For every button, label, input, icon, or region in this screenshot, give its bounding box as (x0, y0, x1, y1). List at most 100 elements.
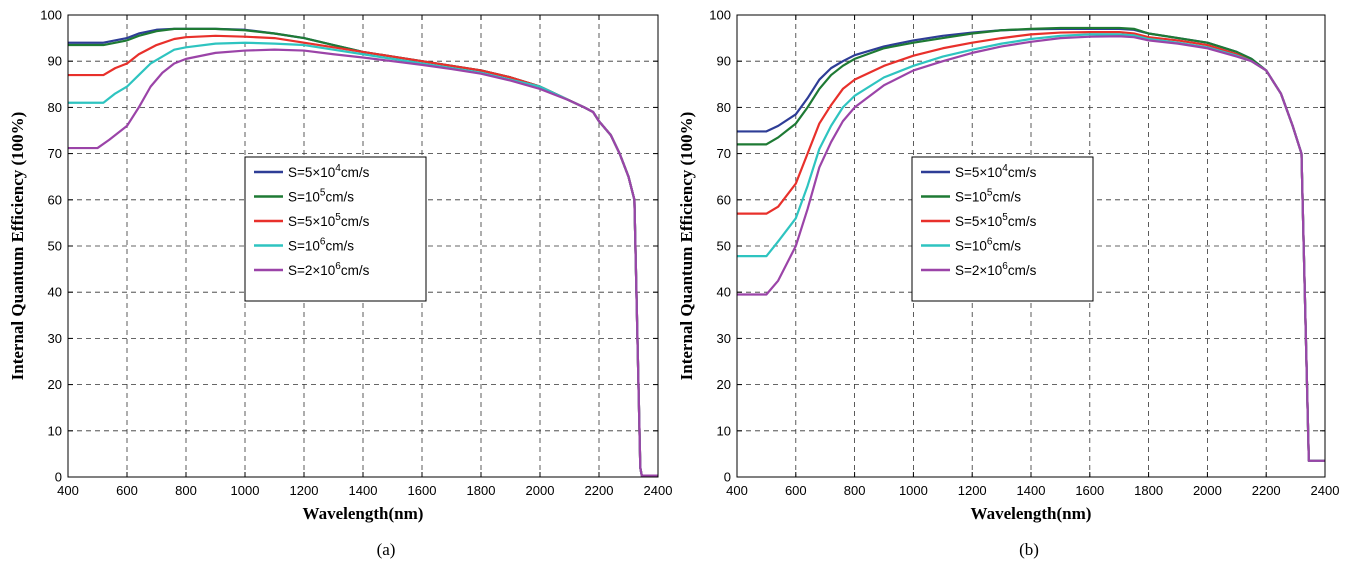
y-tick-label: 80 (48, 100, 62, 115)
y-tick-label: 0 (724, 470, 731, 485)
x-tick-label: 1200 (958, 483, 987, 498)
legend-label-suffix: cm/s (341, 214, 370, 229)
x-tick-label: 1000 (231, 483, 260, 498)
x-tick-label: 800 (844, 483, 866, 498)
legend-box (244, 156, 427, 302)
legend-label: S=2×106cm/s (288, 261, 370, 278)
legend-label-suffix: cm/s (325, 190, 354, 205)
legend-label: S=5×104cm/s (288, 163, 370, 180)
ticks: 400 600 800 1000 1200 1400 1600 1800 2000 2200 240… (709, 8, 1339, 499)
legend-label: S=2×106cm/s (955, 261, 1037, 278)
legend-item: S=106cm/s (921, 237, 1021, 254)
x-tick-label: 400 (57, 483, 79, 498)
x-tick-label: 1400 (349, 483, 378, 498)
y-tick-label: 60 (48, 192, 62, 207)
x-tick-label: 2200 (585, 483, 614, 498)
series-lines (737, 26, 1325, 462)
y-tick-label: 50 (48, 239, 62, 254)
y-tick-label: 90 (717, 54, 731, 69)
legend-item: S=105cm/s (921, 188, 1021, 205)
legend-label-suffix: cm/s (341, 263, 370, 278)
y-tick-label: 70 (717, 146, 731, 161)
legend-label-suffix: cm/s (325, 239, 354, 254)
legend-label-prefix: S=2×10 (955, 263, 1002, 278)
x-tick-label: 1800 (467, 483, 496, 498)
grid (68, 15, 658, 477)
legend-label-exponent: 5 (987, 188, 993, 199)
x-tick-label: 600 (785, 483, 807, 498)
legend-label: S=106cm/s (288, 237, 354, 254)
legend-label-prefix: S=10 (955, 190, 987, 205)
series-lines (68, 27, 658, 477)
legend-label-exponent: 6 (987, 237, 993, 248)
legend-label-prefix: S=5×10 (288, 214, 335, 229)
legend-item: S=5×104cm/s (254, 163, 370, 180)
legend-label: S=105cm/s (288, 188, 354, 205)
legend-label-exponent: 5 (320, 188, 326, 199)
legend-label-exponent: 6 (1002, 261, 1008, 272)
x-tick-label: 1200 (290, 483, 319, 498)
x-tick-label: 1800 (1134, 483, 1163, 498)
y-tick-label: 60 (717, 192, 731, 207)
grid (737, 15, 1325, 477)
x-tick-label: 1600 (408, 483, 437, 498)
legend-item: S=5×105cm/s (254, 212, 370, 229)
legend-label: S=5×105cm/s (955, 212, 1037, 229)
y-tick-label: 70 (48, 146, 62, 161)
y-tick-label: 50 (717, 239, 731, 254)
legend-label-prefix: S=2×10 (288, 263, 335, 278)
x-tick-label: 2200 (1252, 483, 1281, 498)
y-tick-label: 100 (40, 8, 62, 23)
legend-label-prefix: S=5×10 (955, 165, 1002, 180)
y-axis-label: Internal Quantum Efficiency (100%) (8, 112, 27, 381)
y-tick-label: 40 (717, 285, 731, 300)
y-tick-label: 30 (48, 331, 62, 346)
x-tick-label: 2400 (644, 483, 673, 498)
y-tick-label: 40 (48, 285, 62, 300)
series-line (68, 48, 658, 477)
legend-label-exponent: 4 (335, 163, 341, 174)
x-tick-label: 800 (175, 483, 197, 498)
panel-label: (a) (377, 540, 396, 559)
chart-panel-a: 400 600 800 1000 1200 1400 1600 1800 2000 2200 240… (8, 8, 672, 560)
y-tick-label: 0 (55, 470, 62, 485)
y-tick-label: 10 (717, 423, 731, 438)
x-tick-label: 400 (726, 483, 748, 498)
legend-label-prefix: S=10 (288, 239, 320, 254)
legend-label-suffix: cm/s (341, 165, 370, 180)
legend-item: S=2×106cm/s (921, 261, 1037, 278)
legend-box (911, 156, 1094, 302)
x-tick-label: 1600 (1075, 483, 1104, 498)
chart-panel-b: 400 600 800 1000 1200 1400 1600 1800 2000 2200 240… (677, 8, 1339, 560)
legend-label-suffix: cm/s (1008, 165, 1037, 180)
legend: S=5×104cm/sS=105cm/sS=5×105cm/sS=106cm/s… (244, 156, 427, 302)
y-tick-label: 90 (48, 54, 62, 69)
x-axis-label: Wavelength(nm) (303, 504, 424, 523)
legend-label-suffix: cm/s (1008, 214, 1037, 229)
y-tick-label: 10 (48, 423, 62, 438)
legend-label-suffix: cm/s (992, 239, 1021, 254)
x-tick-label: 1000 (899, 483, 928, 498)
x-tick-label: 600 (116, 483, 138, 498)
legend-label: S=105cm/s (955, 188, 1021, 205)
legend-label: S=5×105cm/s (288, 212, 370, 229)
legend-label-prefix: S=5×10 (955, 214, 1002, 229)
y-tick-label: 80 (717, 100, 731, 115)
legend-item: S=2×106cm/s (254, 261, 370, 278)
legend-label-exponent: 5 (1002, 212, 1008, 223)
y-tick-label: 20 (48, 377, 62, 392)
legend-label-suffix: cm/s (1008, 263, 1037, 278)
y-axis-label: Internal Quantum Efficiency (100%) (677, 112, 696, 381)
legend-item: S=5×104cm/s (921, 163, 1037, 180)
legend-label-prefix: S=10 (288, 190, 320, 205)
panel-label: (b) (1019, 540, 1039, 559)
legend-label-suffix: cm/s (992, 190, 1021, 205)
legend-label: S=5×104cm/s (955, 163, 1037, 180)
legend-label-prefix: S=10 (955, 239, 987, 254)
x-tick-label: 1400 (1017, 483, 1046, 498)
legend-label-exponent: 4 (1002, 163, 1008, 174)
legend-label-prefix: S=5×10 (288, 165, 335, 180)
legend-item: S=106cm/s (254, 237, 354, 254)
legend-item: S=5×105cm/s (921, 212, 1037, 229)
